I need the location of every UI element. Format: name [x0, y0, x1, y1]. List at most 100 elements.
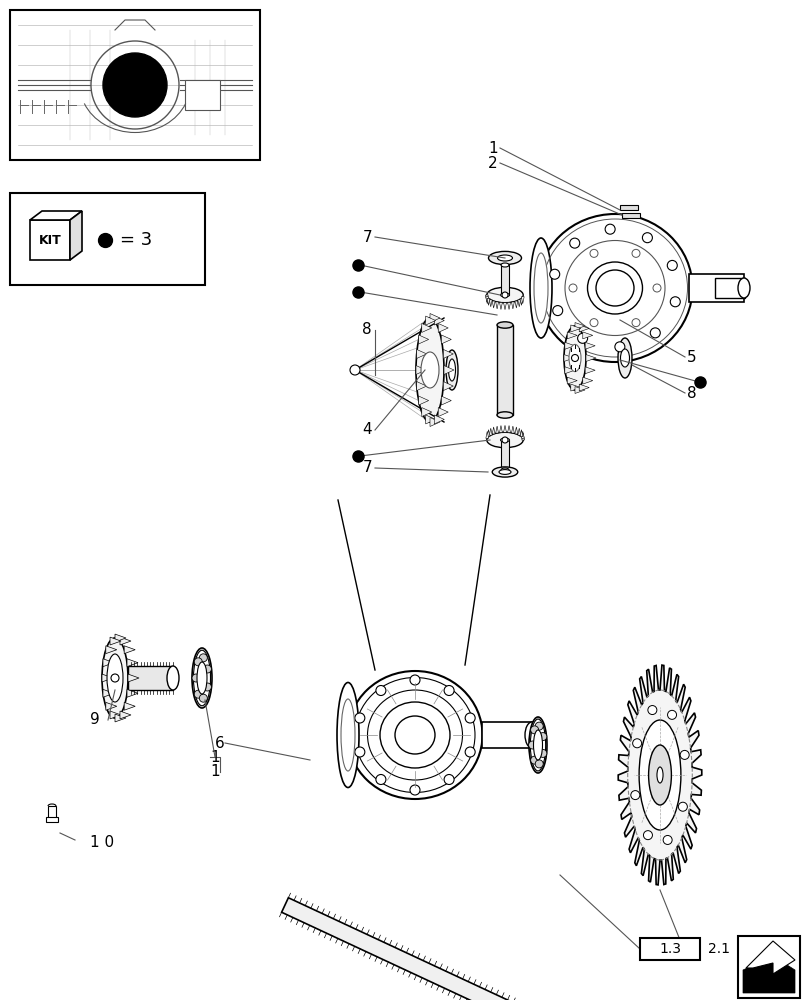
Polygon shape	[124, 702, 135, 710]
Bar	[500, 440, 508, 470]
Circle shape	[410, 675, 419, 685]
Polygon shape	[503, 425, 506, 432]
Polygon shape	[421, 323, 431, 332]
Text: 7: 7	[362, 460, 371, 476]
Ellipse shape	[337, 682, 358, 788]
Polygon shape	[517, 428, 520, 435]
Polygon shape	[443, 382, 453, 391]
Circle shape	[444, 774, 453, 784]
Ellipse shape	[341, 699, 354, 771]
Ellipse shape	[496, 322, 513, 328]
Text: 1: 1	[487, 141, 497, 156]
Ellipse shape	[617, 338, 631, 378]
Ellipse shape	[491, 467, 517, 477]
Text: 5: 5	[686, 350, 696, 364]
Polygon shape	[495, 426, 498, 433]
Circle shape	[677, 802, 686, 811]
Ellipse shape	[564, 326, 586, 390]
Circle shape	[444, 686, 453, 696]
Polygon shape	[441, 396, 451, 405]
Polygon shape	[574, 323, 584, 329]
Ellipse shape	[107, 654, 122, 702]
Polygon shape	[617, 665, 701, 885]
Ellipse shape	[648, 745, 671, 805]
Polygon shape	[570, 384, 580, 391]
Polygon shape	[418, 396, 428, 405]
Circle shape	[669, 297, 680, 307]
Polygon shape	[582, 377, 592, 384]
Polygon shape	[120, 711, 131, 719]
Ellipse shape	[167, 666, 178, 690]
Ellipse shape	[191, 648, 212, 708]
Polygon shape	[30, 220, 70, 260]
Bar	[620, 205, 637, 210]
Polygon shape	[109, 711, 121, 719]
Ellipse shape	[525, 722, 539, 748]
Polygon shape	[30, 211, 82, 220]
Polygon shape	[521, 297, 524, 304]
Ellipse shape	[533, 730, 542, 760]
Circle shape	[571, 355, 577, 361]
Ellipse shape	[193, 650, 210, 706]
Polygon shape	[441, 335, 451, 344]
Circle shape	[631, 319, 639, 327]
Polygon shape	[434, 316, 444, 325]
Bar	[496, 325, 513, 415]
Circle shape	[534, 760, 543, 768]
Ellipse shape	[656, 767, 663, 783]
Ellipse shape	[530, 238, 551, 338]
Circle shape	[103, 53, 167, 117]
Circle shape	[530, 726, 538, 734]
Circle shape	[501, 292, 508, 298]
Polygon shape	[421, 408, 431, 417]
Polygon shape	[519, 298, 522, 305]
Polygon shape	[585, 367, 594, 374]
Polygon shape	[499, 425, 502, 432]
Circle shape	[590, 249, 597, 257]
Text: 1.3: 1.3	[659, 942, 680, 956]
Ellipse shape	[445, 350, 457, 390]
Text: 6: 6	[215, 735, 225, 750]
Bar	[737, 936, 799, 998]
Circle shape	[630, 791, 639, 800]
Text: 1: 1	[210, 750, 219, 766]
Text: 4: 4	[362, 422, 371, 438]
Circle shape	[203, 665, 211, 673]
Circle shape	[354, 713, 364, 723]
Circle shape	[530, 756, 538, 764]
Ellipse shape	[537, 214, 692, 362]
Circle shape	[569, 284, 577, 292]
Ellipse shape	[500, 293, 509, 297]
Circle shape	[194, 690, 202, 698]
Bar	[500, 265, 508, 295]
Text: 2: 2	[487, 156, 497, 171]
Polygon shape	[438, 408, 448, 417]
Text: 7: 7	[362, 230, 371, 244]
Polygon shape	[514, 427, 517, 434]
Text: 8: 8	[362, 322, 371, 338]
Polygon shape	[438, 323, 448, 332]
Circle shape	[375, 686, 385, 696]
Bar	[185, 80, 220, 110]
Circle shape	[501, 437, 508, 443]
Circle shape	[642, 831, 652, 840]
Circle shape	[577, 333, 587, 343]
Polygon shape	[564, 367, 574, 374]
Circle shape	[203, 683, 211, 691]
Polygon shape	[491, 427, 495, 434]
Ellipse shape	[499, 470, 510, 474]
Ellipse shape	[487, 432, 522, 448]
Polygon shape	[489, 300, 491, 307]
Polygon shape	[485, 295, 487, 302]
Polygon shape	[487, 298, 489, 305]
Polygon shape	[103, 689, 114, 697]
Text: = 3: = 3	[120, 231, 152, 249]
Circle shape	[199, 694, 207, 702]
Polygon shape	[124, 646, 135, 654]
Ellipse shape	[394, 716, 435, 754]
Text: 1: 1	[210, 764, 219, 780]
Polygon shape	[521, 431, 524, 438]
Polygon shape	[115, 714, 126, 722]
Ellipse shape	[448, 359, 455, 381]
Polygon shape	[582, 332, 592, 339]
